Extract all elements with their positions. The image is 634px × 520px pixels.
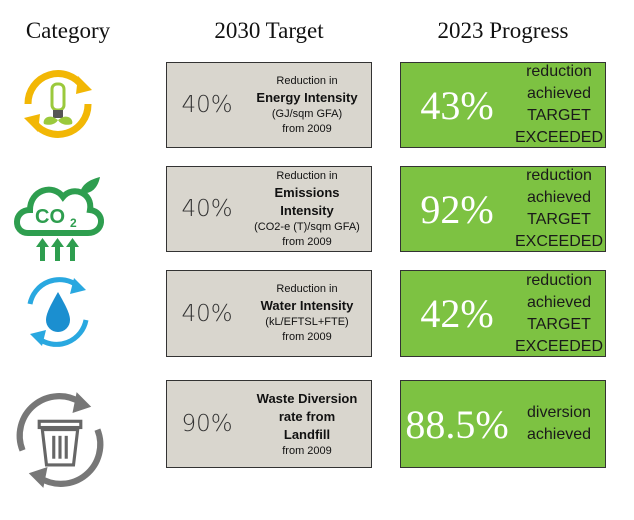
progress-line: achieved: [526, 293, 592, 311]
icon-label: CO: [35, 206, 65, 228]
target-box: 90% Waste Diversion rate from Landfill from …: [166, 380, 372, 468]
target-metric: Energy Intensity: [256, 89, 358, 105]
progress-line: TARGET: [527, 211, 591, 228]
column-header: 2030 Target: [214, 18, 324, 43]
progress-box: 42% reduction achieved TARGET EXCEEDED: [400, 270, 606, 357]
target-note: from 2009: [282, 331, 332, 343]
target-intro: Reduction in: [276, 74, 338, 87]
target-metric: Intensity: [280, 202, 334, 218]
progress-line: achieved: [526, 189, 592, 206]
progress-box: 92% reduction achieved TARGET EXCEEDED: [400, 166, 606, 252]
target-description: Reduction in Emissions Intensity (CO2-e (T)…: [247, 169, 371, 250]
progress-line: diversion: [526, 404, 592, 421]
target-note: (CO2-e (T)/sqm GFA): [254, 220, 360, 233]
column-header: 2023 Progress: [437, 18, 569, 43]
water-icon: [27, 277, 89, 347]
target-box: 40% Reduction in Water Intensity (kL/EFTSL+…: [166, 270, 372, 357]
column-header: Category: [25, 18, 111, 43]
progress-line: reduction: [526, 167, 592, 184]
progress-box: 88.5% diversion achieved: [400, 380, 606, 468]
target-percent: 40%: [181, 300, 233, 327]
energy-icon: [24, 70, 92, 138]
progress-line: reduction: [526, 271, 592, 289]
progress-percent: 92%: [420, 186, 494, 232]
target-intro: Reduction in: [276, 169, 338, 182]
waste-icon: [16, 392, 104, 488]
target-box: 40% Reduction in Emissions Intensity (CO2-e …: [166, 166, 372, 252]
target-note: from 2009: [282, 444, 332, 457]
target-box: 40% Reduction in Energy Intensity (GJ/sqm G…: [166, 62, 372, 148]
progress-description: diversion achieved: [513, 402, 605, 446]
progress-percent: 42%: [420, 291, 494, 336]
target-description: Waste Diversion rate from Landfill from 200…: [247, 390, 371, 459]
progress-line: achieved: [526, 426, 592, 443]
progress-description: reduction achieved TARGET EXCEEDED: [513, 61, 605, 149]
progress-box: 43% reduction achieved TARGET EXCEEDED: [400, 62, 606, 148]
progress-line: reduction: [526, 63, 592, 80]
target-description: Reduction in Water Intensity (kL/EFTSL+FTE…: [247, 282, 371, 345]
target-metric: rate from: [278, 408, 336, 424]
target-percent: 40%: [181, 196, 233, 222]
target-percent: 40%: [181, 92, 233, 118]
progress-description: reduction achieved TARGET EXCEEDED: [513, 270, 605, 358]
target-metric: Emissions: [274, 184, 340, 200]
target-description: Reduction in Energy Intensity (GJ/sqm GFA)…: [247, 74, 371, 137]
emissions-icon: CO 2: [14, 177, 104, 261]
target-intro: Reduction in: [276, 283, 338, 295]
progress-description: reduction achieved TARGET EXCEEDED: [513, 165, 605, 253]
progress-line: TARGET: [527, 107, 591, 124]
target-note: from 2009: [282, 235, 332, 248]
target-metric: Landfill: [283, 426, 331, 442]
progress-line: TARGET: [527, 315, 591, 333]
icon-label: 2: [70, 216, 77, 230]
target-metric: Waste Diversion: [256, 390, 358, 406]
progress-line: EXCEEDED: [514, 337, 604, 355]
target-percent: 90%: [181, 411, 233, 437]
progress-percent: 43%: [420, 82, 494, 128]
progress-percent: 88.5%: [405, 401, 509, 447]
target-metric: Water Intensity: [260, 298, 354, 313]
progress-line: EXCEEDED: [514, 129, 604, 146]
progress-line: EXCEEDED: [514, 233, 604, 250]
target-note: (kL/EFTSL+FTE): [265, 316, 349, 328]
target-note: from 2009: [282, 122, 332, 135]
target-note: (GJ/sqm GFA): [271, 107, 343, 120]
progress-line: achieved: [526, 85, 592, 102]
